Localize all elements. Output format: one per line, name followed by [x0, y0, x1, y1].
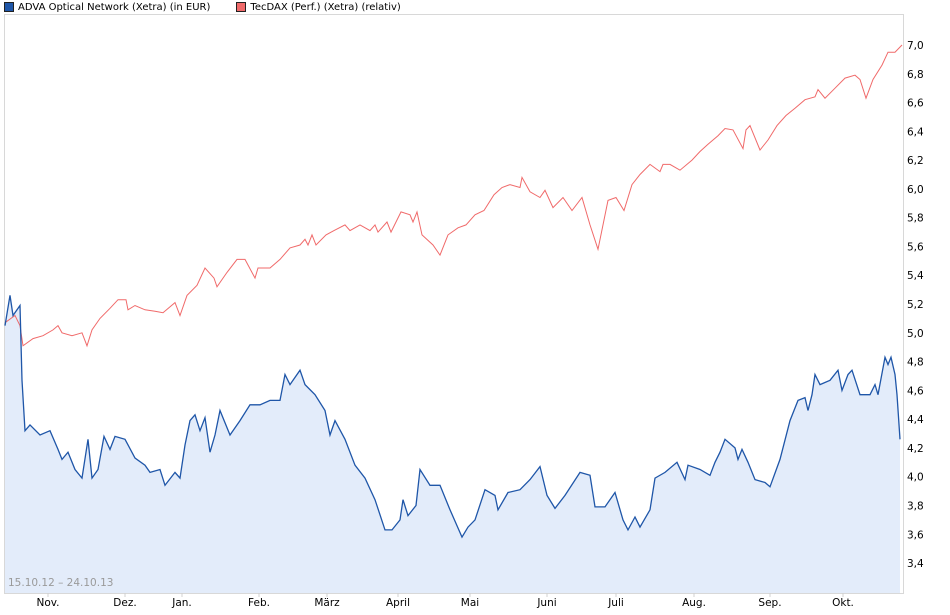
series-lines: [4, 44, 903, 539]
y-tick-label: 5,4: [907, 270, 924, 282]
x-tick-label: Nov.: [36, 597, 59, 609]
x-tick-label: Mai: [461, 597, 479, 609]
y-tick-label: 5,6: [907, 242, 924, 254]
y-tick-label: 6,2: [907, 155, 924, 167]
y-tick-label: 6,6: [907, 98, 924, 110]
x-tick-label: Okt.: [832, 597, 854, 609]
y-tick-label: 4,6: [907, 385, 924, 397]
chart-legend: ADVA Optical Network (Xetra) (in EUR) Te…: [4, 0, 427, 14]
y-tick-label: 4,8: [907, 357, 924, 369]
y-tick-label: 3,8: [907, 501, 924, 513]
x-tick-label: Aug.: [682, 597, 706, 609]
adva-area-fill: [5, 295, 900, 593]
date-range-label: 15.10.12 – 24.10.13: [8, 577, 113, 589]
tecdax-line: [4, 44, 903, 348]
x-tick-label: Sep.: [758, 597, 781, 609]
y-tick-label: 4,2: [907, 443, 924, 455]
y-tick-label: 6,8: [907, 69, 924, 81]
y-tick-label: 6,0: [907, 184, 924, 196]
y-axis: 3,4 3,6 3,8 4,0 4,2 4,4 4,6 4,8 5,0 5,2 5,4 5,6 5,8 6…: [907, 40, 924, 570]
legend-item-adva[interactable]: ADVA Optical Network (Xetra) (in EUR): [4, 2, 210, 13]
plot-frame: [4, 14, 904, 594]
y-tick-label: 6,4: [907, 126, 924, 138]
y-tick-label: 3,4: [907, 558, 924, 570]
x-tick-label: Feb.: [248, 597, 270, 609]
y-tick-label: 4,4: [907, 414, 924, 426]
x-axis: Nov. Dez. Jan. Feb. März April Mai Juni Juli Aug.…: [36, 593, 854, 609]
y-tick-label: 5,8: [907, 213, 924, 225]
legend-label-tecdax: TecDAX (Perf.) (Xetra) (relativ): [250, 1, 401, 13]
y-tick-label: 5,2: [907, 299, 924, 311]
legend-swatch-adva: [4, 2, 14, 12]
x-tick-label: März: [314, 597, 340, 609]
legend-item-tecdax[interactable]: TecDAX (Perf.) (Xetra) (relativ): [236, 1, 401, 13]
x-tick-label: Dez.: [113, 597, 136, 609]
legend-swatch-tecdax: [236, 2, 247, 12]
y-tick-label: 7,0: [907, 40, 924, 52]
legend-label-adva: ADVA Optical Network (Xetra) (in EUR): [18, 1, 211, 13]
x-tick-label: Juli: [607, 597, 624, 609]
y-tick-label: 3,6: [907, 529, 924, 541]
y-tick-label: 4,0: [907, 472, 924, 484]
x-tick-label: Juni: [536, 597, 556, 609]
x-tick-label: Jan.: [171, 597, 192, 609]
y-tick-label: 5,0: [907, 328, 924, 340]
adva-line: [4, 295, 901, 539]
x-tick-label: April: [386, 597, 410, 609]
